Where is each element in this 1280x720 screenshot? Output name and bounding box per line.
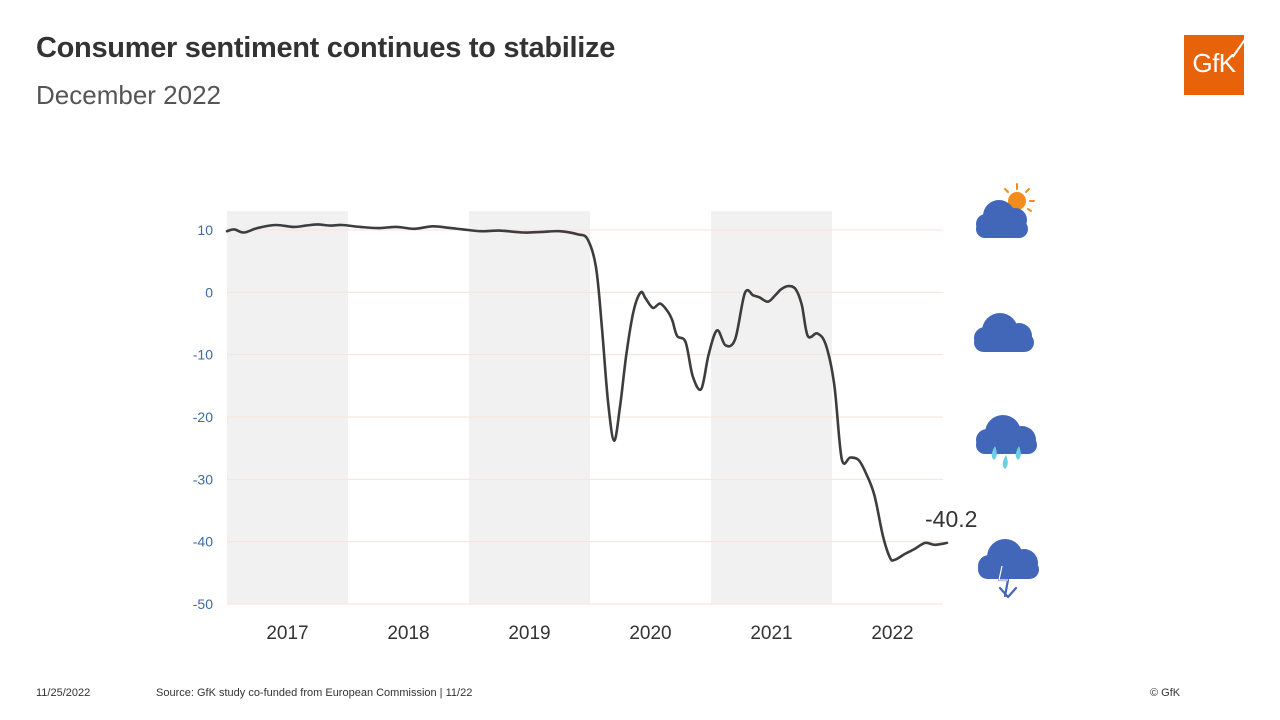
footer-date: 11/25/2022: [36, 687, 91, 699]
rain-cloud-icon: [976, 415, 1037, 469]
y-axis-ticks: 10 0 -10 -20 -30 -40 -50: [193, 222, 213, 612]
page-subtitle: December 2022: [36, 80, 221, 110]
year-band-2017: [227, 211, 348, 604]
year-band-2021: [711, 211, 832, 604]
y-tick-label: -50: [193, 596, 213, 612]
x-year-label: 2017: [266, 623, 308, 644]
page-title: Consumer sentiment continues to stabiliz…: [36, 32, 616, 64]
sentiment-line: [225, 223, 949, 562]
cloud-icon: [974, 313, 1034, 352]
sun-behind-cloud-icon: [976, 183, 1035, 238]
x-year-label: 2018: [387, 623, 429, 644]
gridlines: [227, 229, 943, 605]
x-year-label: 2020: [629, 623, 671, 644]
x-year-label: 2022: [871, 623, 913, 644]
x-year-label: 2019: [508, 623, 550, 644]
x-axis-year-labels: 2017 2018 2019 2020 2021 2022: [266, 623, 913, 644]
y-tick-label: 10: [197, 222, 213, 238]
last-value-label: -40.2: [925, 506, 978, 532]
y-tick-label: -40: [193, 534, 213, 550]
logo-text: GfK: [1192, 48, 1236, 78]
year-band-2019: [469, 211, 590, 604]
y-tick-label: 0: [205, 284, 213, 300]
y-tick-label: -30: [193, 471, 213, 487]
storm-cloud-icon: [978, 539, 1039, 599]
footer-copyright: © GfK: [1150, 687, 1181, 699]
year-bands: [227, 211, 832, 604]
y-tick-label: -20: [193, 409, 213, 425]
gfk-logo: GfK: [1184, 35, 1244, 95]
x-year-label: 2021: [750, 623, 792, 644]
footer-source: Source: GfK study co-funded from Europea…: [156, 687, 473, 699]
y-tick-label: -10: [193, 347, 213, 363]
